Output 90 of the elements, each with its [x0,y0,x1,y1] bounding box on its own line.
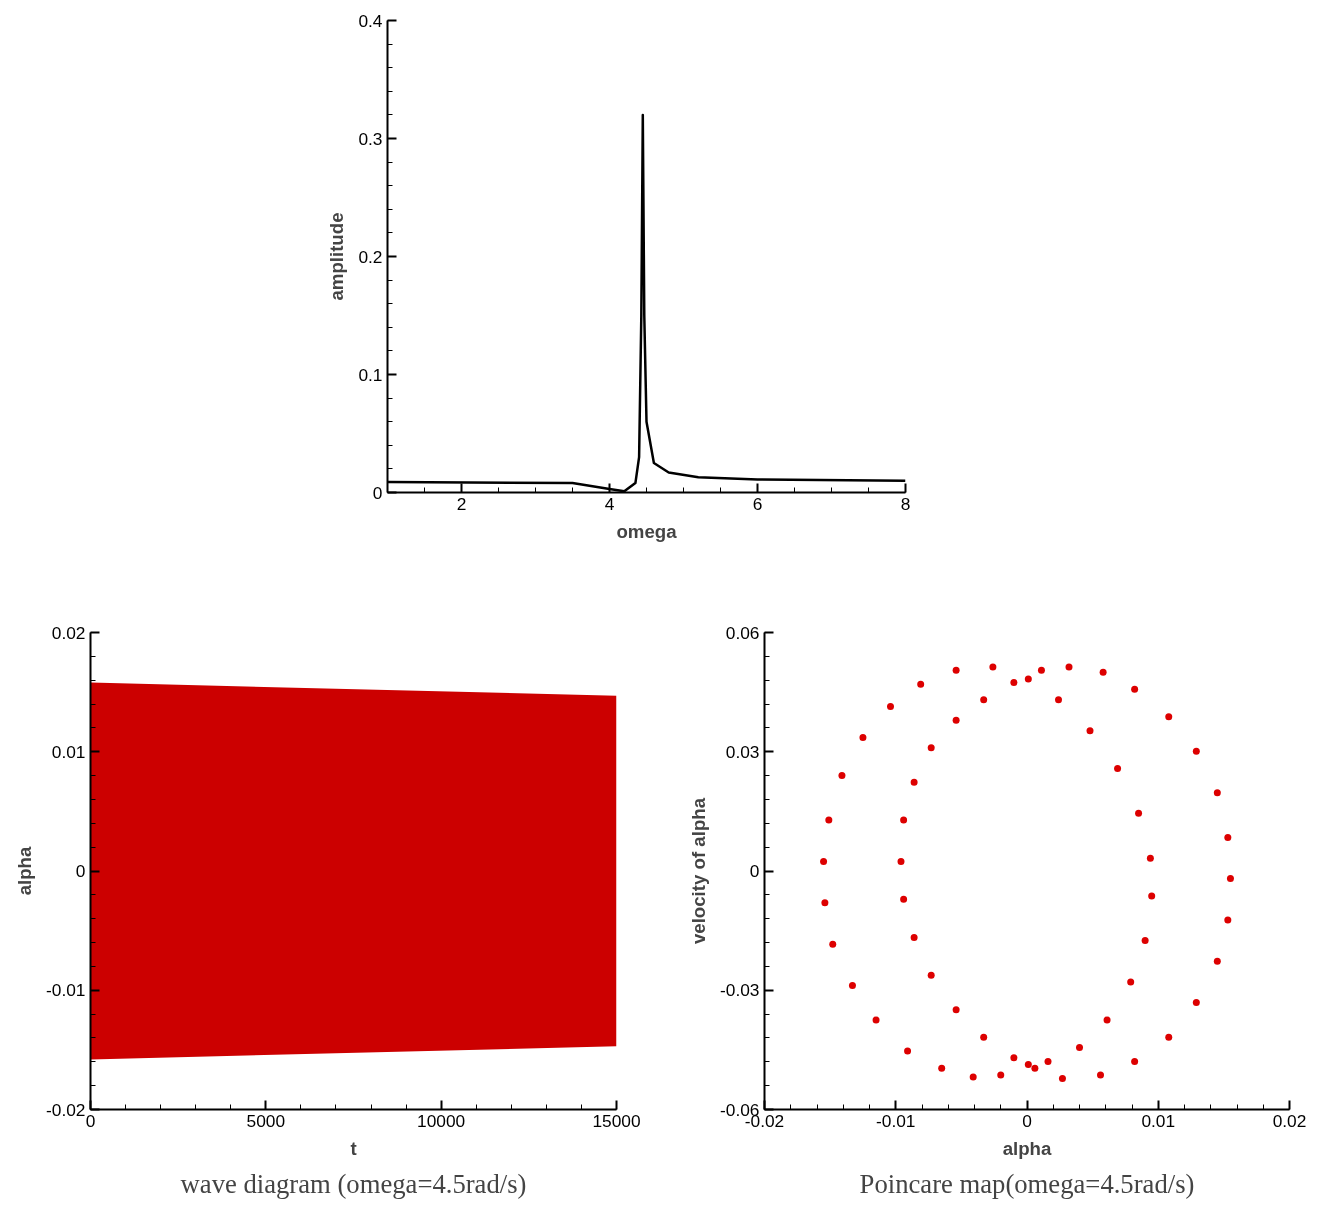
point [1165,713,1173,721]
point [1010,1054,1018,1062]
y-tick-label: 0.01 [51,741,86,762]
x-tick-label: 0.02 [1272,1110,1307,1131]
y-tick-label: -0.01 [46,980,86,1001]
point [1099,668,1107,676]
x-tick-label: 15000 [592,1110,641,1131]
point [900,816,908,824]
point [1031,1064,1039,1072]
y-axis-title: amplitude [326,212,348,301]
point [969,1073,977,1081]
y-tick-label: 0.06 [725,622,760,643]
x-axis-title: alpha [1002,1137,1052,1159]
point [1076,1044,1083,1051]
point [1086,727,1094,735]
point [821,899,829,907]
point [1224,916,1232,924]
point [859,733,867,741]
point [1192,747,1200,755]
x-tick-label: 2 [456,493,467,514]
point [1165,1033,1173,1041]
point [1010,679,1018,687]
point [917,680,925,688]
x-tick-label: 6 [752,493,763,514]
point [1135,809,1143,817]
point [938,1064,946,1072]
point [1213,957,1221,965]
point [1127,978,1135,986]
point [1058,1075,1066,1082]
x-tick-label: 10000 [417,1110,466,1131]
y-tick-label: 0 [75,861,86,881]
point [1024,675,1032,683]
y-tick-label: 0.03 [725,741,760,762]
y-axis-title: velocity of alpha [688,797,709,945]
x-axis-title: omega [616,520,678,542]
point [848,981,856,989]
point [910,778,918,786]
point [1114,764,1122,772]
x-tick-label: 8 [900,493,911,514]
point [1024,1061,1032,1069]
x-tick-label: 4 [604,493,615,514]
point [1148,892,1156,900]
point [989,663,997,671]
point [1141,937,1149,945]
x-tick-label: 5000 [246,1110,286,1131]
x-axis-title: t [350,1137,357,1159]
point [1226,875,1234,883]
point [1146,854,1154,862]
point [1131,1057,1139,1065]
point [952,716,960,724]
point [997,1071,1005,1079]
y-tick-label: -0.03 [720,980,760,1001]
point [1097,1071,1104,1079]
point [1192,999,1200,1007]
point [825,816,833,824]
point [952,666,960,674]
point [1044,1057,1052,1065]
point [910,933,918,941]
y-tick-label: 0 [749,861,760,881]
point [927,744,935,752]
point [838,772,846,780]
point [904,1047,912,1055]
y-tick-label: 0.3 [358,128,383,149]
point [1131,685,1139,693]
y-tick-label: 0.4 [358,10,383,31]
point [1055,696,1062,704]
point [820,857,828,865]
x-tick-label: 0 [1022,1110,1032,1131]
point [1103,1016,1111,1024]
point [1213,789,1221,797]
point [887,702,894,710]
y-axis-title: alpha [14,846,35,896]
y-tick-label: 0.1 [358,364,383,385]
point [829,940,837,948]
point [1224,834,1232,842]
point [927,971,935,979]
point [952,1006,960,1014]
y-tick-label: 0.02 [51,622,86,643]
point [980,1033,988,1041]
text: Poincare map(omega=4.5rad/s) [859,1168,1195,1199]
point [900,895,908,903]
point [872,1016,880,1024]
text: wave diagram (omega=4.5rad/s) [180,1168,527,1199]
y-tick-label: 0.2 [358,246,383,267]
x-tick-label: 0.01 [1141,1110,1176,1131]
x-tick-label: -0.01 [876,1110,916,1131]
point [897,857,905,865]
point [1037,666,1045,674]
point [1065,663,1073,671]
point [980,696,988,704]
